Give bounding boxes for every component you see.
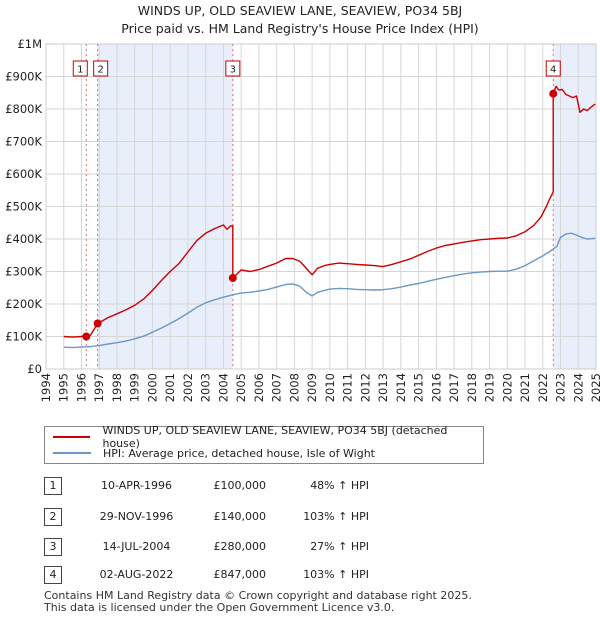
x-tick-label: 2002: [181, 373, 195, 402]
legend-label-hpi: HPI: Average price, detached house, Isle…: [103, 446, 375, 460]
series-line-hpi: [63, 232, 596, 349]
sale-price: £280,000: [213, 540, 267, 553]
series-lines: [63, 85, 596, 349]
sale-date: 14-JUL-2004: [102, 540, 171, 553]
sale-marker-lines: [85, 44, 554, 369]
y-tick-labels: £0 £100K £200K £300K £400K £500K £600K £700K £80…: [5, 37, 42, 376]
sale-badge-box: [72, 60, 88, 77]
sale-hpi-change: 48% ↑ HPI: [310, 479, 369, 492]
y-tick-label: £600K: [5, 167, 42, 181]
x-tick-label: 2011: [341, 373, 355, 402]
legend-label-property: WINDS UP, OLD SEAVIEW LANE, SEAVIEW, PO3…: [102, 424, 448, 450]
plot-frame: [45, 43, 597, 370]
x-tick-label: 1999: [128, 373, 142, 402]
x-tick-label: 2007: [270, 373, 284, 402]
price-chart: 1 2 3 4 £0 £100K £200K £300K £400K £500K £600K £70…: [5, 37, 600, 402]
sale-price: £100,000: [213, 479, 267, 492]
y-tick-label: £700K: [5, 135, 42, 149]
sale-point: [93, 319, 102, 328]
x-tick-label: 2010: [323, 373, 337, 402]
sale-price: £140,000: [213, 510, 267, 523]
x-tick-label: 2019: [483, 373, 497, 402]
x-tick-label: 1996: [74, 373, 88, 402]
grid-lines: [45, 43, 597, 370]
x-tick-label: 2024: [571, 373, 585, 402]
sale-badge-4: 4: [545, 60, 561, 77]
sale-date: 29-NOV-1996: [99, 510, 174, 523]
sale-badges: 1 2 3 4: [72, 60, 561, 77]
sale-point: [549, 89, 558, 98]
x-tick-label: 2020: [500, 373, 514, 402]
sale-number-badge: 4: [44, 566, 62, 584]
x-tick-label: 2012: [358, 373, 372, 402]
sale-number-badge: 3: [44, 538, 62, 556]
y-tick-label: £800K: [5, 102, 42, 116]
sale-badge-1: 1: [72, 60, 88, 77]
x-tick-label: 1994: [39, 373, 53, 402]
series-line-property: [63, 85, 596, 338]
y-tick-label: £1M: [17, 37, 42, 51]
y-tick-label: £900K: [5, 70, 42, 84]
x-tick-label: 1995: [57, 373, 71, 402]
sale-hpi-change: 103% ↑ HPI: [303, 510, 369, 523]
legend-item-property: WINDS UP, OLD SEAVIEW LANE, SEAVIEW, PO3…: [53, 424, 483, 450]
sale-price: £847,000: [213, 568, 267, 581]
y-tick-label: £300K: [5, 265, 42, 279]
x-tick-label: 1997: [92, 373, 106, 402]
footer-line-copyright: Contains HM Land Registry data © Crown c…: [44, 589, 472, 602]
sale-hpi-change: 103% ↑ HPI: [303, 568, 369, 581]
x-tick-label: 2025: [589, 373, 600, 402]
legend-swatch-property: [53, 436, 91, 438]
chart-subtitle: Price paid vs. HM Land Registry's House …: [121, 21, 479, 36]
legend: WINDS UP, OLD SEAVIEW LANE, SEAVIEW, PO3…: [44, 424, 484, 464]
x-tick-label: 2004: [216, 373, 230, 402]
x-tick-label: 2023: [554, 373, 568, 402]
y-tick-label: £200K: [5, 297, 42, 311]
x-tick-label: 2013: [376, 373, 390, 402]
sale-badge-box: [93, 60, 109, 77]
sale-badge-label: 2: [97, 65, 103, 76]
legend-item-hpi: HPI: Average price, detached house, Isle…: [53, 445, 375, 461]
y-tick-label: £400K: [5, 232, 42, 246]
x-tick-label: 2015: [412, 373, 426, 402]
x-tick-label: 2017: [447, 373, 461, 402]
x-tick-label: 2008: [287, 373, 301, 402]
x-tick-label: 1998: [110, 373, 124, 402]
sale-number-badge: 1: [44, 477, 62, 495]
x-tick-label: 2001: [163, 373, 177, 402]
x-tick-label: 2014: [394, 373, 408, 402]
sale-badge-3: 3: [225, 60, 241, 77]
sale-date: 10-APR-1996: [100, 479, 173, 492]
x-tick-label: 2021: [518, 373, 532, 402]
sale-badge-label: 1: [77, 65, 83, 76]
x-tick-label: 2009: [305, 373, 319, 402]
x-tick-label: 2000: [145, 373, 159, 402]
sale-badge-2: 2: [93, 60, 109, 77]
x-tick-label: 2018: [465, 373, 479, 402]
sale-badge-box: [225, 60, 241, 77]
x-tick-label: 2016: [429, 373, 443, 402]
sale-number-badge: 2: [44, 508, 62, 526]
x-tick-label: 2003: [199, 373, 213, 402]
y-tick-label: £0: [27, 362, 42, 376]
sale-points: [82, 89, 558, 341]
x-tick-labels: 1994 1995 1996 1997 1998 1999 2000 2001 2002 2003…: [39, 373, 600, 402]
y-tick-label: £500K: [5, 200, 42, 214]
sale-hpi-change: 27% ↑ HPI: [310, 540, 369, 553]
x-tick-label: 2022: [536, 373, 550, 402]
x-tick-label: 2005: [234, 373, 248, 402]
sale-badge-label: 4: [550, 65, 556, 76]
chart-title: WINDS UP, OLD SEAVIEW LANE, SEAVIEW, PO3…: [137, 3, 463, 18]
sale-point: [82, 332, 91, 341]
sale-badge-box: [545, 60, 561, 77]
x-tick-label: 2006: [252, 373, 266, 402]
sale-badge-label: 3: [230, 65, 236, 76]
footer-line-licence: This data is licensed under the Open Gov…: [44, 601, 395, 614]
y-tick-label: £100K: [5, 330, 42, 344]
sale-date: 02-AUG-2022: [99, 568, 174, 581]
sale-point: [228, 274, 237, 282]
footer-attribution: Contains HM Land Registry data © Crown c…: [44, 590, 472, 614]
legend-swatch-hpi: [53, 452, 91, 454]
